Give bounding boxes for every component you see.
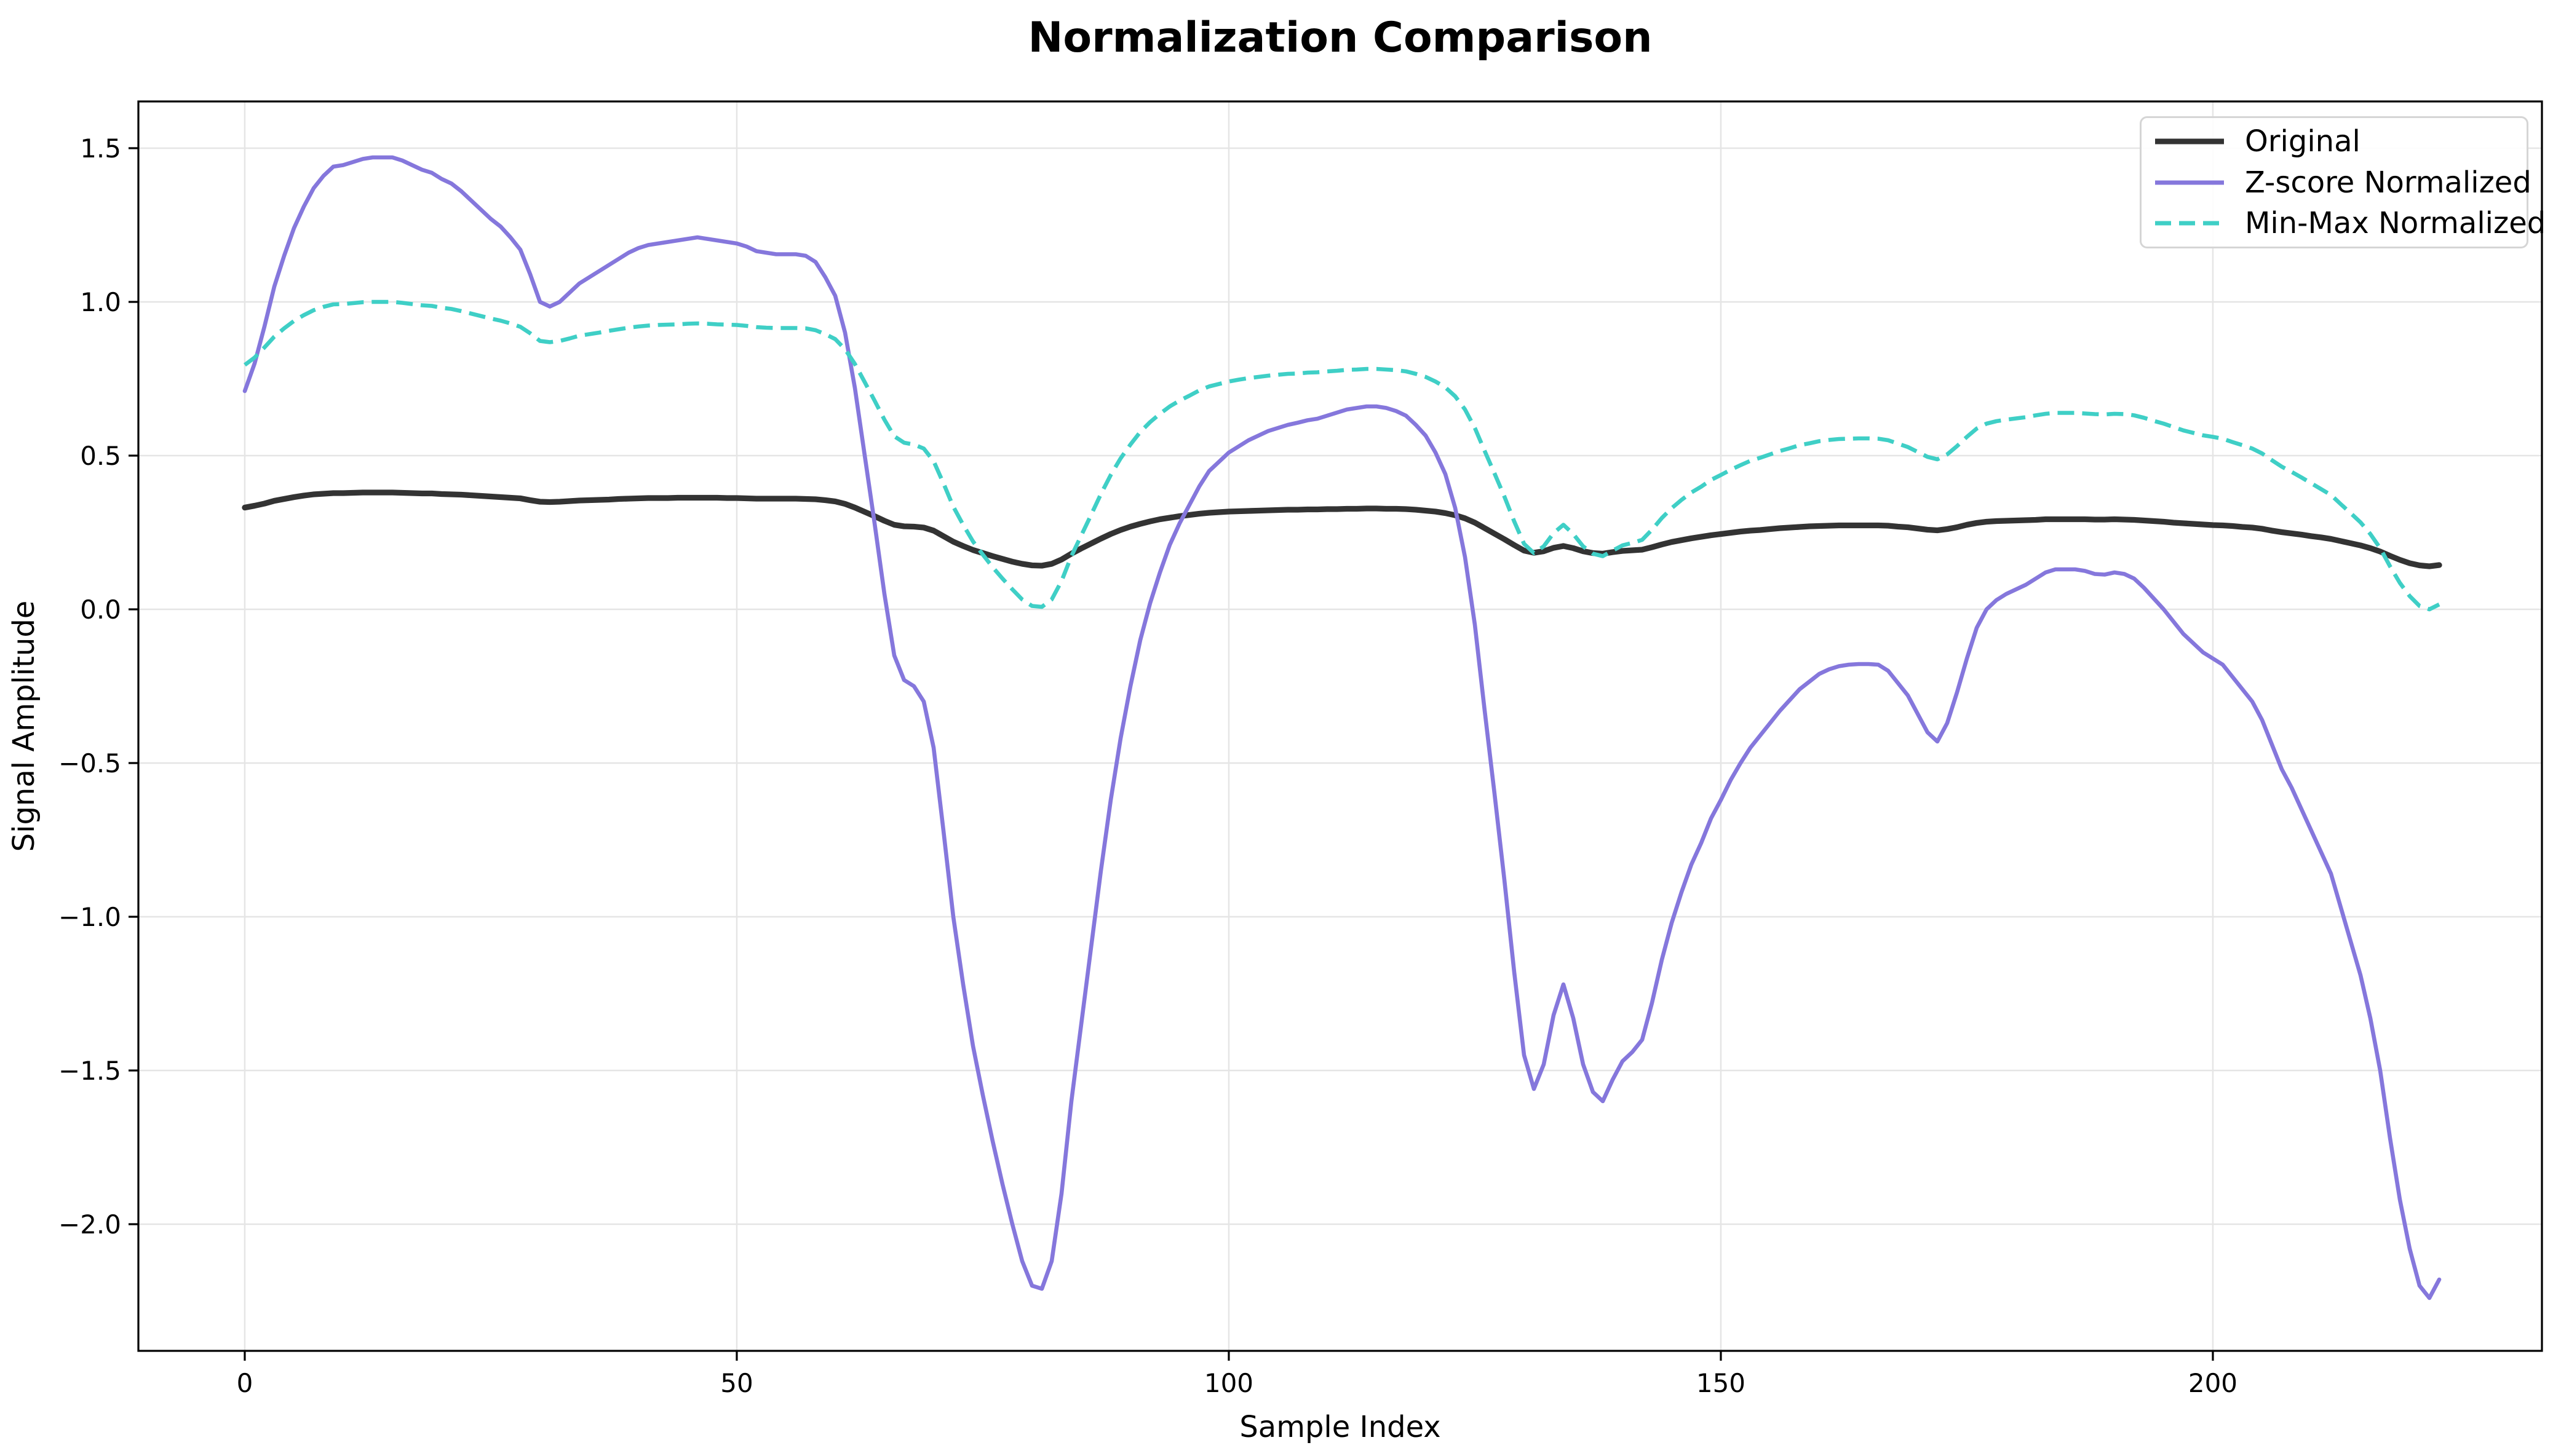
y-tick-label: −0.5 <box>58 748 121 778</box>
y-axis-label: Signal Amplitude <box>7 601 41 852</box>
gridlines <box>138 101 2542 1351</box>
series-lines <box>242 155 2442 1300</box>
series-minmax-line <box>244 299 2440 612</box>
plot-border <box>137 100 2543 1352</box>
legend-item-label: Min-Max Normalized <box>2245 205 2546 240</box>
x-tick-label: 100 <box>1204 1368 1253 1398</box>
legend-item: Z-score Normalized <box>2153 163 2531 202</box>
legend-item: Original <box>2153 122 2520 161</box>
y-tick-label: −1.5 <box>58 1056 121 1086</box>
y-tick-label: −1.0 <box>58 902 121 932</box>
y-tick-label: 0.0 <box>80 595 121 625</box>
y-tick-label: −2.0 <box>58 1209 121 1240</box>
tick-labels: 0 50 100 150 200 1.5 1.0 0.5 0.0 −0.5 −1.0 −1.5 −2.0 <box>58 133 2237 1398</box>
x-tick-label: 0 <box>237 1368 253 1398</box>
axis-ticks <box>129 147 2214 1361</box>
x-tick-label: 200 <box>2188 1368 2237 1398</box>
y-tick-label: 0.5 <box>80 441 121 471</box>
x-axis-label: Sample Index <box>1239 1410 1440 1444</box>
legend-swatch-line <box>2155 221 2224 226</box>
y-tick-label: 1.0 <box>80 287 121 317</box>
series-original-line <box>242 489 2442 569</box>
y-tick-label: 1.5 <box>80 133 121 164</box>
legend-item-label: Original <box>2245 124 2360 159</box>
legend-swatch-line <box>2155 180 2224 184</box>
legend-item-label: Z-score Normalized <box>2245 165 2531 200</box>
x-tick-label: 50 <box>720 1368 753 1398</box>
legend-swatch-line <box>2155 138 2224 144</box>
legend-item: Min-Max Normalized <box>2153 204 2546 243</box>
legend: Original Z-score Normalized Min-Max Normal… <box>2140 116 2546 248</box>
x-tick-label: 150 <box>1696 1368 1745 1398</box>
series-zscore-line <box>242 155 2442 1300</box>
page-title: Normalization Comparison <box>1028 14 1652 62</box>
